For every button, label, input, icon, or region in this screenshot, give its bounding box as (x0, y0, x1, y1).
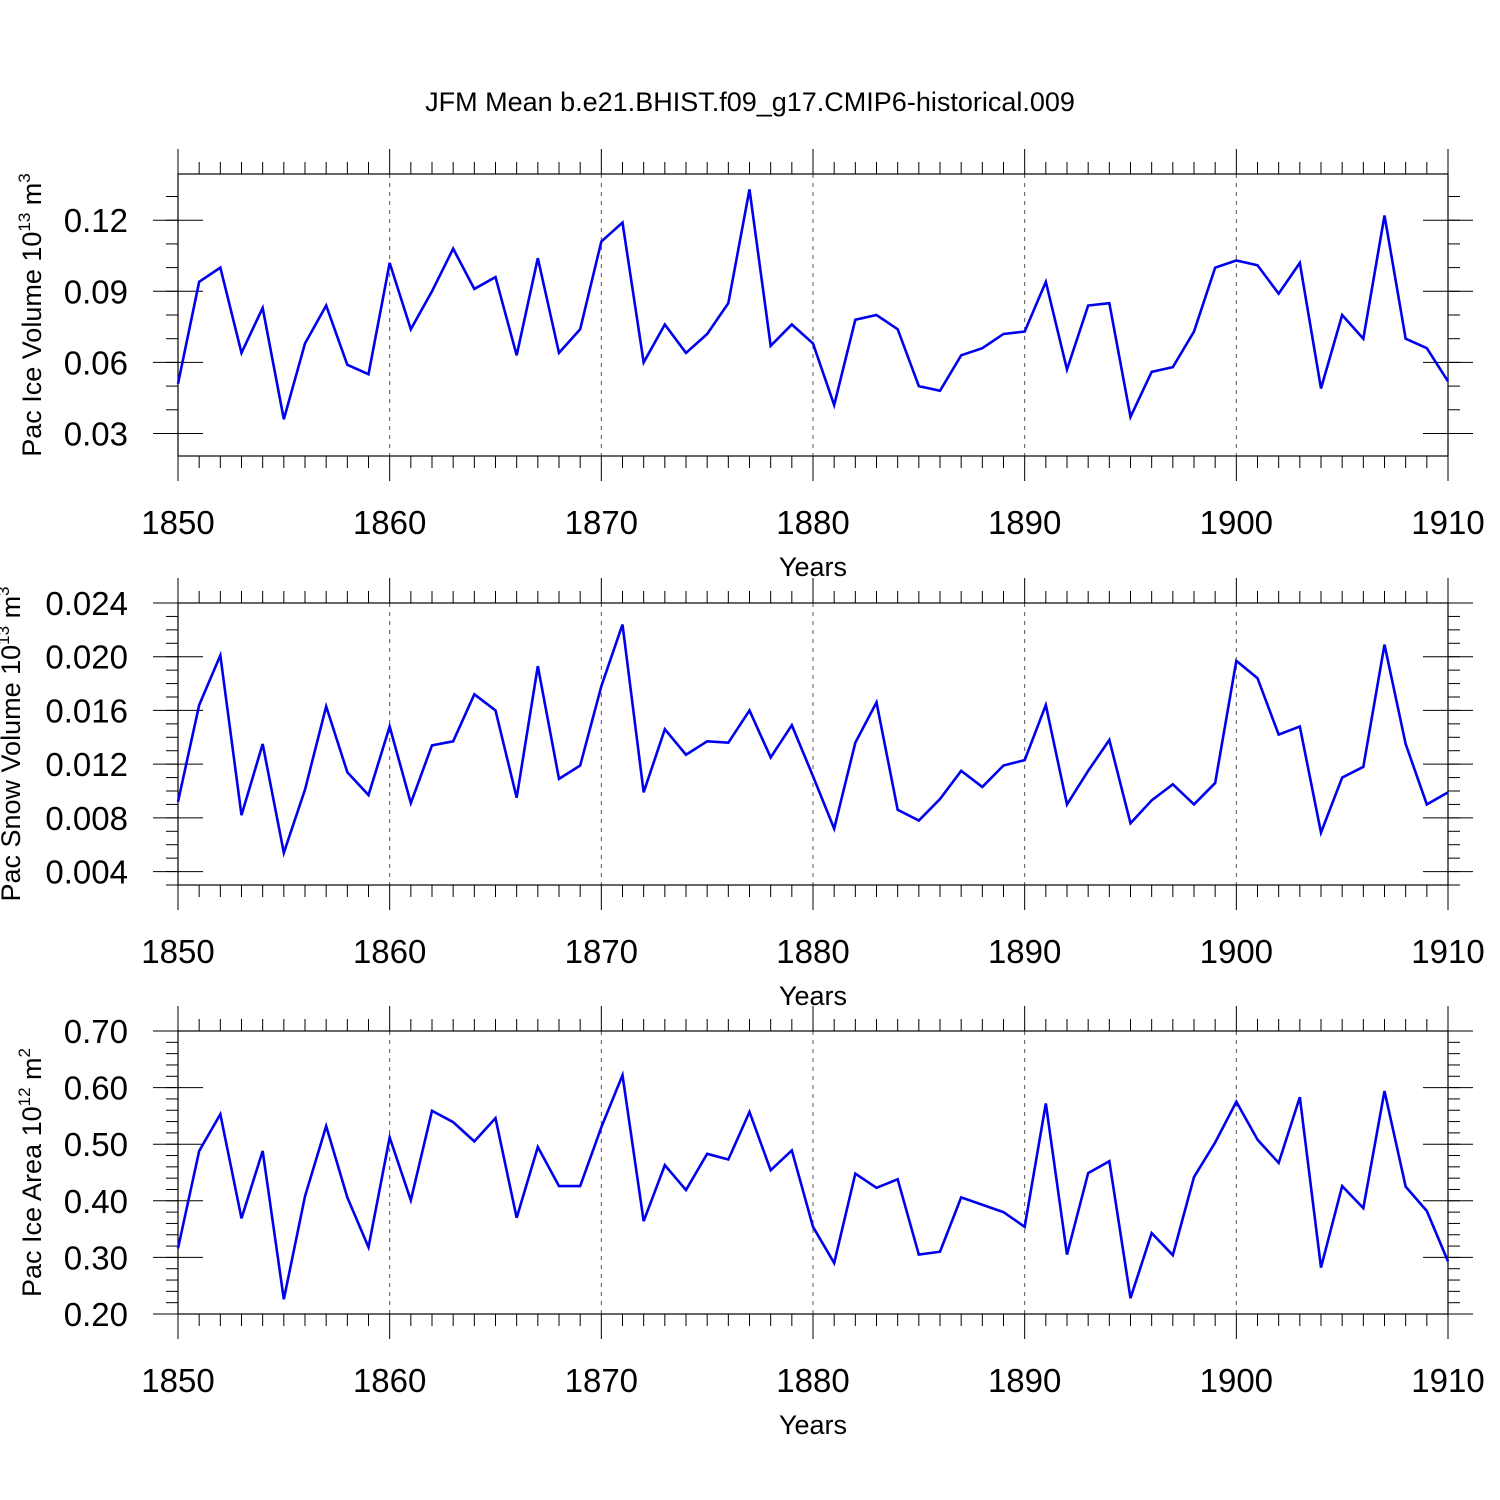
x-tick-label: 1870 (565, 933, 638, 970)
y-tick-label: 0.016 (45, 692, 128, 729)
y-tick-label: 0.06 (64, 344, 128, 381)
panel-3: 1850 1860 1870 1880 1890 1900 1910 Years 0.20 0.3… (15, 1006, 1485, 1440)
y-axis-label-exponent: 13 (0, 626, 13, 645)
x-tick-label: 1850 (141, 504, 214, 541)
y-axis-label-exponent: 2 (15, 1048, 34, 1057)
panels: 1850 1860 1870 1880 1890 1900 1910 Years 0.03 0.0… (0, 149, 1485, 1440)
panel-2: 1850 1860 1870 1880 1890 1900 1910Years0.0040.… (0, 578, 1485, 1011)
x-tick-label: 1870 (565, 504, 638, 541)
y-axis-label: Pac Ice Area 1012 m2 (15, 1048, 47, 1297)
y-tick-label: 0.004 (45, 854, 128, 891)
y-tick-label: 0.70 (64, 1013, 128, 1050)
plot-frame (177, 1030, 1449, 1315)
x-tick-label: 1860 (353, 933, 426, 970)
y-axis-label: Pac Snow Volume 1013 m3 (0, 586, 26, 901)
x-tick-label: 1910 (1411, 1362, 1484, 1399)
y-axis-label-text: Pac Ice Area 10 (17, 1106, 47, 1297)
y-axis-label-text: Pac Ice Volume 10 (17, 232, 47, 457)
x-tick-label: 1880 (776, 504, 849, 541)
panel-1: 1850 1860 1870 1880 1890 1900 1910 Years 0.03 0.0… (15, 149, 1485, 582)
plot-frame (177, 602, 1449, 886)
x-tick-label: 1900 (1200, 1362, 1273, 1399)
y-tick-label: 0.008 (45, 800, 128, 837)
x-tick-label: 1900 (1200, 933, 1273, 970)
x-axis-label: Years (779, 1410, 847, 1440)
y-axis-label-text: m (17, 1057, 47, 1087)
plot-frame (177, 173, 1449, 457)
x-tick-label: 1860 (353, 504, 426, 541)
x-tick-label: 1890 (988, 504, 1061, 541)
x-tick-label: 1890 (988, 1362, 1061, 1399)
x-tick-label: 1900 (1200, 504, 1273, 541)
y-tick-label: 0.12 (64, 202, 128, 239)
y-tick-label: 0.50 (64, 1126, 128, 1163)
x-tick-label: 1870 (565, 1362, 638, 1399)
y-tick-label: 0.020 (45, 639, 128, 676)
x-tick-label: 1850 (141, 1362, 214, 1399)
x-tick-label: 1860 (353, 1362, 426, 1399)
x-tick-label: 1910 (1411, 933, 1484, 970)
y-axis-label-text: m (0, 596, 26, 626)
chart-title: JFM Mean b.e21.BHIST.f09_g17.CMIP6-histo… (425, 87, 1075, 117)
x-tick-label: 1880 (776, 933, 849, 970)
y-axis-label-text: m (17, 183, 47, 213)
y-axis-label-text: Pac Snow Volume 10 (0, 645, 26, 902)
x-tick-label: 1890 (988, 933, 1061, 970)
y-tick-label: 0.40 (64, 1183, 128, 1220)
y-tick-label: 0.20 (64, 1296, 128, 1333)
y-tick-label: 0.012 (45, 746, 128, 783)
y-tick-label: 0.60 (64, 1070, 128, 1107)
y-tick-label: 0.09 (64, 273, 128, 310)
x-tick-label: 1880 (776, 1362, 849, 1399)
y-axis-label: Pac Ice Volume 1013 m3 (15, 173, 47, 457)
y-tick-label: 0.30 (64, 1239, 128, 1276)
y-axis-label-exponent: 3 (15, 173, 34, 182)
y-axis-label-exponent: 13 (15, 213, 34, 232)
x-tick-label: 1850 (141, 933, 214, 970)
y-tick-label: 0.024 (45, 585, 128, 622)
y-axis-label-exponent: 12 (15, 1087, 34, 1106)
y-tick-label: 0.03 (64, 415, 128, 452)
y-axis-label-exponent: 3 (0, 586, 13, 595)
x-axis-label: Years (779, 552, 847, 582)
x-tick-label: 1910 (1411, 504, 1484, 541)
